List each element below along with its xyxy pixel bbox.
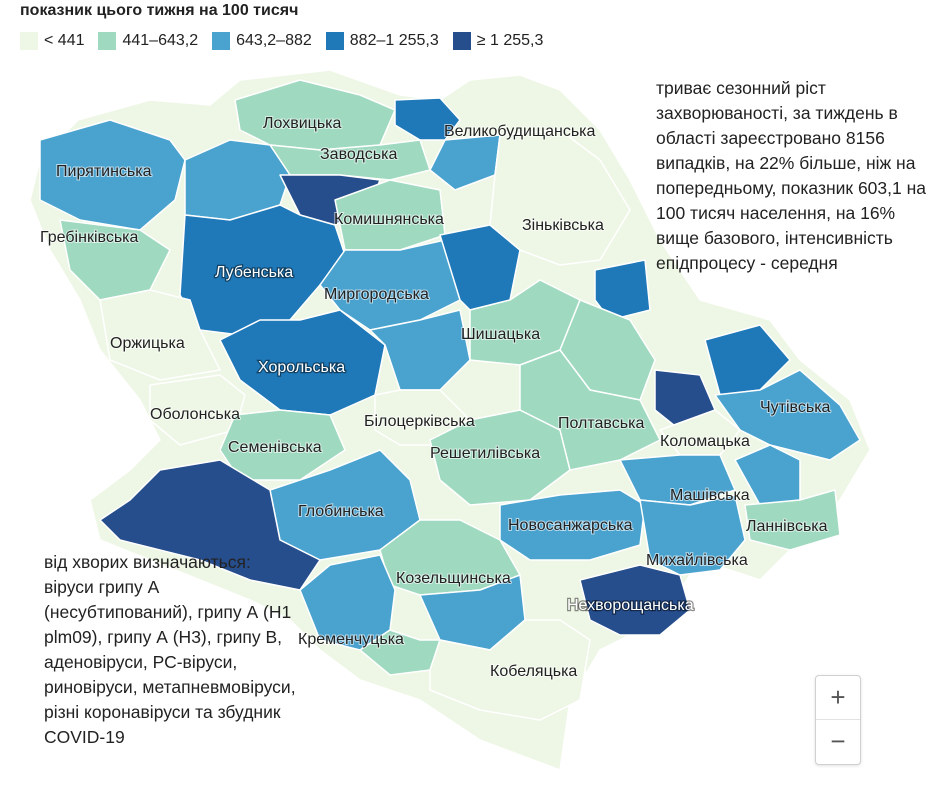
label-nekhvoroshchanska: Нехворощанська: [567, 597, 694, 614]
legend-item: 441–643,2: [98, 32, 198, 50]
region-kolomatska[interactable]: [659, 409, 741, 456]
label-lubenska: Лубенська: [215, 264, 293, 281]
legend-swatch: [20, 32, 38, 50]
region-semenivska[interactable]: [219, 409, 346, 481]
legend-label: 882–1 255,3: [349, 32, 439, 49]
label-velykobudyshchanska: Великобудищанська: [444, 123, 596, 140]
label-myrhorodska: Миргородська: [324, 286, 429, 303]
label-kolomatska: Коломацька: [660, 433, 750, 450]
label-reshetylivska: Решетилівська: [430, 445, 540, 462]
legend-label: < 441: [44, 32, 85, 49]
label-semenivska: Семенівська: [228, 439, 322, 456]
legend-swatch: [212, 32, 231, 50]
legend-item: 882–1 255,3: [325, 32, 439, 50]
label-kobeliatska: Кобеляцька: [490, 663, 577, 680]
region-velykobudyshchanska-east[interactable]: [429, 134, 501, 191]
label-kremenchutska: Кременчуцька: [298, 631, 404, 648]
label-hrebinkivska: Гребінківська: [40, 229, 139, 246]
zoom-in-button[interactable]: +: [830, 682, 846, 712]
label-chutivska: Чутівська: [760, 399, 831, 416]
region-chutivska-north[interactable]: [704, 324, 791, 396]
label-hlobynska: Глобинська: [298, 503, 384, 520]
annotation-viruses: від хворих визначаються: віруси грипу А …: [44, 552, 296, 747]
label-mashivska: Машівська: [670, 487, 750, 504]
label-kozelshchynska: Козельщинська: [396, 570, 511, 587]
label-shyshatska: Шишацька: [461, 326, 540, 343]
label-mykhailivska: Михайлівська: [646, 552, 748, 569]
region-pyriatynska[interactable]: [39, 119, 186, 231]
label-khorolska: Хорольська: [258, 359, 345, 376]
region-zinkivska[interactable]: [489, 129, 631, 266]
label-obolonska: Оболонська: [150, 406, 240, 423]
region-chutivska[interactable]: [714, 369, 861, 461]
region-kobeliatska[interactable]: [429, 619, 591, 721]
region-myrhorodska-south[interactable]: [369, 309, 471, 391]
label-lokhvytska: Лохвицька: [263, 115, 342, 132]
label-bilotserkivska: Білоцерківська: [364, 413, 475, 430]
legend-swatch: [325, 32, 344, 50]
region-kremenchutska-west[interactable]: [99, 459, 321, 591]
legend-label: 441–643,2: [122, 32, 199, 49]
region-poltavska[interactable]: [519, 349, 661, 471]
label-zavodska: Заводська: [320, 146, 397, 163]
label-novosanzharska: Новосанжарська: [508, 517, 633, 534]
label-poltavska: Полтавська: [558, 415, 644, 432]
map-title: показник цього тижня на 100 тисяч: [20, 2, 299, 19]
region-kremenchutska[interactable]: [299, 554, 396, 651]
label-zinkivska: Зіньківська: [522, 217, 604, 234]
region-chutivska-south[interactable]: [734, 444, 801, 506]
region-orzhytska[interactable]: [99, 289, 221, 381]
region-mykhailivska[interactable]: [639, 494, 746, 576]
legend-label: 643,2–882: [236, 32, 312, 49]
legend-label: ≥ 1 255,3: [476, 32, 544, 49]
legend-swatch: [452, 32, 471, 50]
region-khorolska[interactable]: [219, 309, 386, 416]
zoom-out-button[interactable]: −: [816, 719, 860, 763]
legend-item: ≥ 1 255,3: [452, 32, 544, 50]
label-pyriatynska: Пирятинська: [56, 163, 152, 180]
region-lannivska[interactable]: [744, 489, 841, 551]
region-nekhvoroshchanska[interactable]: [579, 564, 691, 636]
region-novosanzharska[interactable]: [499, 489, 646, 561]
label-orzhytska: Оржицька: [110, 335, 185, 352]
annotation-summary: триває сезонний ріст захворюваності, за …: [656, 78, 926, 273]
legend: < 441 441–643,2 643,2–882 882–1 255,3 ≥ …: [20, 32, 543, 50]
legend-item: 643,2–882: [212, 32, 312, 50]
legend-swatch: [98, 32, 117, 50]
region-zinkivska-east[interactable]: [594, 259, 651, 321]
legend-item: < 441: [20, 32, 84, 50]
zoom-control: + −: [815, 675, 861, 765]
label-lannivska: Ланнівська: [746, 518, 828, 535]
label-komyshnianska: Комишнянська: [334, 211, 444, 228]
